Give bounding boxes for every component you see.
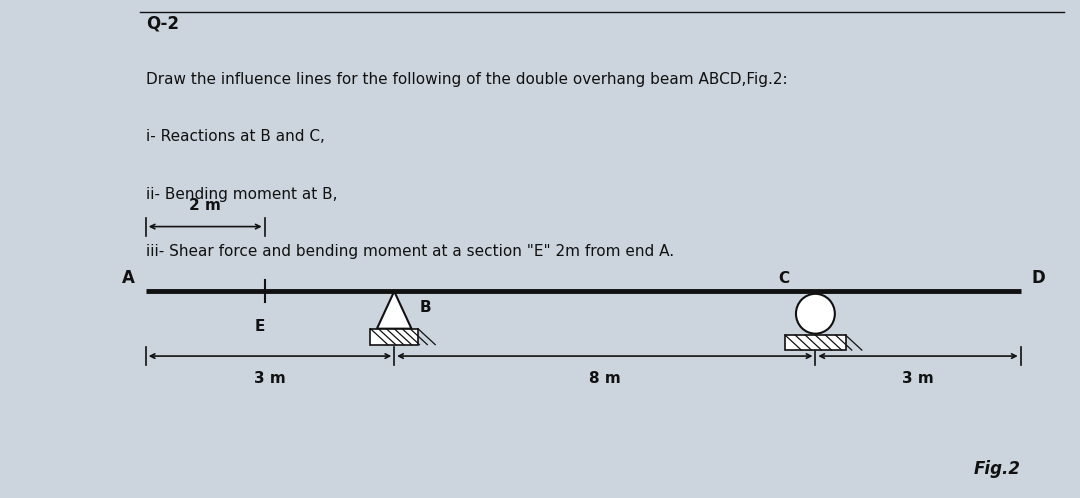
Text: 3 m: 3 m: [254, 371, 286, 386]
Text: 2 m: 2 m: [189, 198, 221, 213]
FancyBboxPatch shape: [370, 329, 418, 345]
Text: Draw the influence lines for the following of the double overhang beam ABCD,Fig.: Draw the influence lines for the followi…: [146, 72, 787, 87]
Ellipse shape: [796, 294, 835, 334]
Text: B: B: [420, 300, 432, 315]
Text: 3 m: 3 m: [902, 371, 934, 386]
Text: D: D: [1031, 269, 1045, 287]
Polygon shape: [377, 291, 411, 329]
Text: ii- Bending moment at B,: ii- Bending moment at B,: [146, 187, 337, 202]
Text: E: E: [255, 319, 266, 334]
Text: Q-2: Q-2: [146, 15, 179, 33]
Text: A: A: [122, 269, 135, 287]
Text: C: C: [779, 271, 789, 286]
Text: i- Reactions at B and C,: i- Reactions at B and C,: [146, 129, 325, 144]
Text: iii- Shear force and bending moment at a section "E" 2m from end A.: iii- Shear force and bending moment at a…: [146, 244, 674, 259]
FancyBboxPatch shape: [785, 335, 846, 350]
Text: Fig.2: Fig.2: [973, 460, 1021, 478]
Text: 8 m: 8 m: [589, 371, 621, 386]
